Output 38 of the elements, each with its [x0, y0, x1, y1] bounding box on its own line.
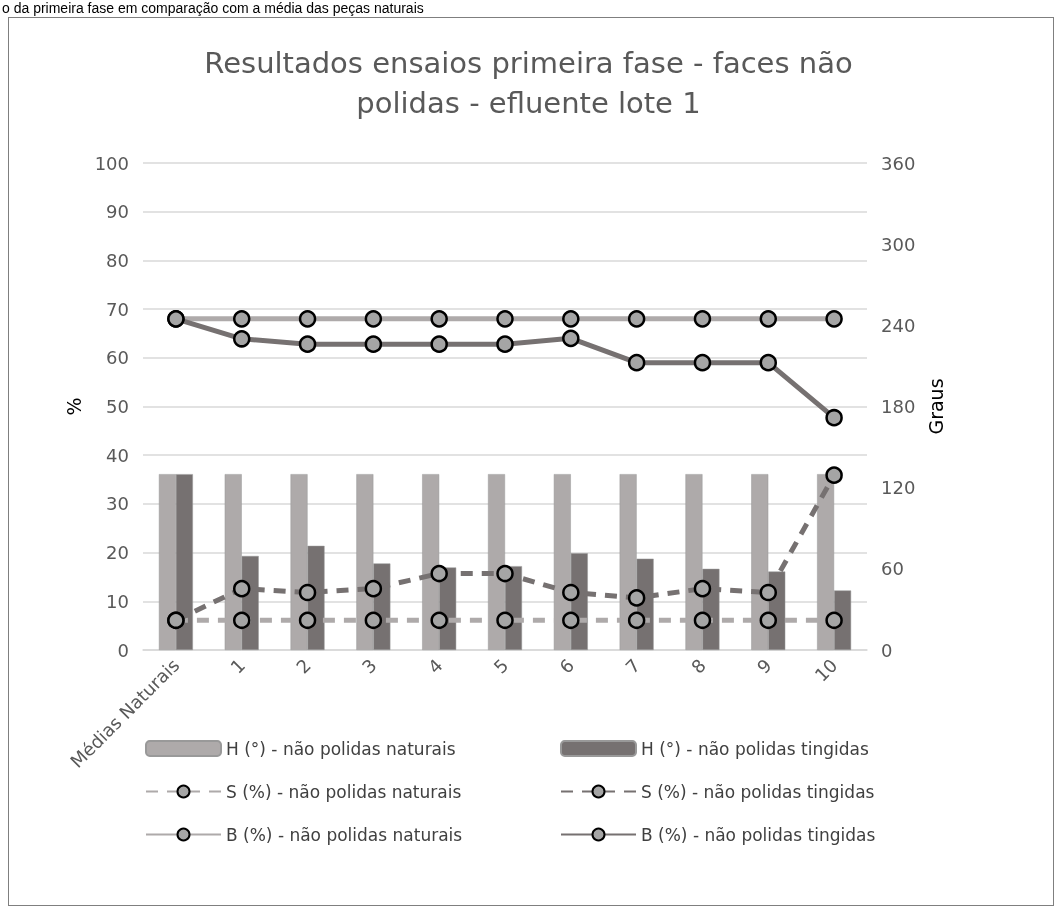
legend-label: S (%) - não polidas naturais [226, 781, 462, 802]
y2-axis-title: Graus [924, 378, 947, 435]
x-tick-label: 8 [686, 654, 710, 678]
text: o da primeira fase em comparação com a média das peças naturais [2, 0, 424, 16]
y-tick-label: 30 [106, 493, 129, 515]
y-tick-label: 90 [106, 201, 129, 223]
legend-label: H (°) - não polidas naturais [226, 738, 456, 759]
y-tick-label: 100 [94, 152, 129, 174]
y-tick-label: 20 [106, 542, 129, 564]
y-tick-label: 0 [117, 639, 129, 661]
x-tick-label: 4 [423, 654, 447, 678]
legend-label: S (%) - não polidas tingidas [641, 781, 875, 802]
y-tick-label: 80 [106, 249, 129, 271]
y2-tick-label: 120 [881, 477, 916, 499]
legend-label: B (%) - não polidas naturais [226, 824, 463, 845]
legend-label: B (%) - não polidas tingidas [641, 824, 876, 845]
x-tick-label: 6 [555, 654, 579, 678]
y-tick-label: 70 [106, 298, 129, 320]
y-axis-title: % [63, 397, 86, 416]
x-tick-label: 1 [226, 654, 250, 678]
x-tick-label: 5 [489, 654, 513, 678]
y-tick-label: 10 [106, 590, 129, 612]
chart-title: Resultados ensaios primeira fase - faces não polidas - efluente lote 1 [204, 46, 853, 120]
y2-tick-label: 240 [881, 314, 916, 336]
y2-tick-label: 180 [881, 396, 916, 417]
y-tick-label: 40 [106, 444, 129, 466]
x-tick-label: 3 [357, 654, 381, 678]
x-tick-label: 10 [810, 654, 842, 686]
x-tick-label: 7 [621, 654, 645, 678]
y2-tick-label: 0 [881, 639, 893, 661]
y-tick-label: 50 [106, 396, 129, 417]
y2-tick-label: 360 [881, 152, 916, 174]
y-tick-label: 60 [106, 347, 129, 369]
y2-tick-label: 60 [881, 558, 904, 580]
y2-tick-label: 300 [881, 233, 916, 255]
x-tick-label: 9 [752, 654, 776, 678]
x-tick-label: 2 [292, 654, 315, 678]
legend-label: H (°) - não polidas tingidas [641, 738, 869, 759]
